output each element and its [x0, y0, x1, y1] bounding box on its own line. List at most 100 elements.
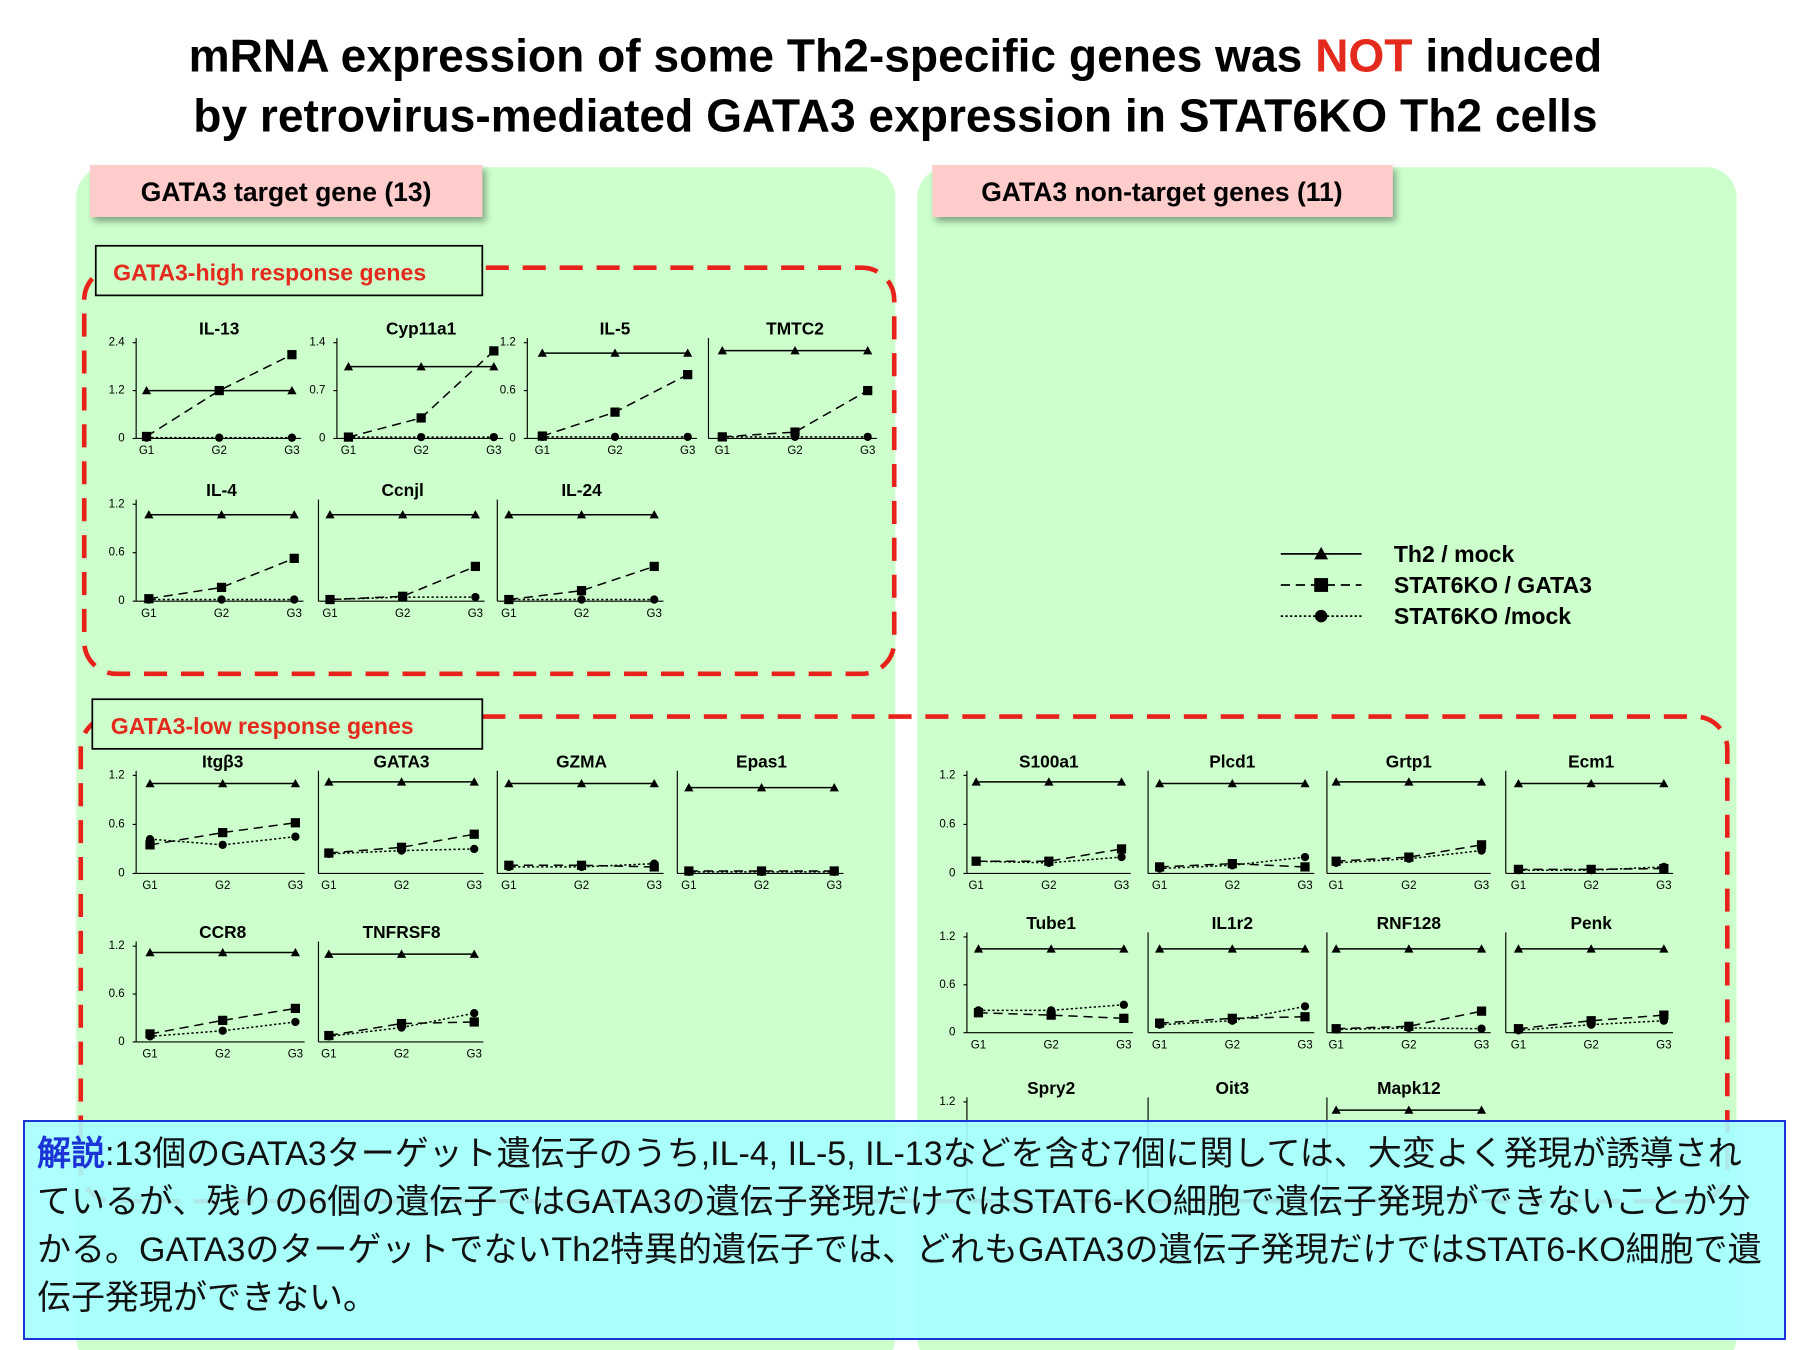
- x-tick-label: G1: [321, 880, 336, 892]
- series-line: [148, 557, 295, 600]
- marker-circle: [145, 1032, 155, 1041]
- x-tick-label: G1: [1152, 880, 1167, 892]
- legend-marker: [1314, 546, 1329, 560]
- y-tick-label: 0.6: [109, 988, 125, 1000]
- x-tick-label: G2: [574, 608, 589, 620]
- x-tick-label: G1: [501, 880, 516, 892]
- marker-circle: [471, 592, 480, 602]
- x-tick-label: G1: [1328, 1039, 1343, 1051]
- series-line: [508, 565, 655, 601]
- marker-circle: [1332, 1025, 1341, 1034]
- marker-circle: [863, 432, 872, 442]
- marker-circle: [972, 857, 981, 866]
- marker-triangle: [1227, 778, 1237, 788]
- marker-triangle: [684, 783, 694, 792]
- x-tick-label: G3: [647, 608, 662, 620]
- marker-square: [1476, 840, 1487, 850]
- marker-square: [416, 413, 426, 423]
- marker-circle: [650, 595, 659, 604]
- marker-circle: [215, 433, 224, 442]
- series-line: [1518, 867, 1664, 871]
- marker-circle: [504, 862, 513, 872]
- marker-triangle: [216, 510, 227, 519]
- marker-triangle: [1300, 944, 1310, 953]
- marker-triangle: [1513, 778, 1524, 788]
- legend-marker: [1314, 578, 1329, 592]
- y-tick-label: 0.6: [109, 547, 125, 559]
- x-tick-label: G1: [141, 608, 156, 620]
- marker-circle: [577, 862, 586, 872]
- marker-circle: [470, 1009, 479, 1018]
- x-tick-label: G1: [681, 880, 696, 892]
- x-tick-label: G3: [1474, 880, 1489, 892]
- series-line: [1336, 1010, 1482, 1030]
- x-tick-label: G3: [860, 445, 875, 457]
- x-tick-label: G2: [1401, 880, 1416, 892]
- marker-circle: [344, 432, 353, 442]
- series-line: [328, 1021, 475, 1037]
- marker-circle: [470, 844, 479, 854]
- marker-triangle: [144, 510, 154, 519]
- marker-triangle: [649, 778, 659, 788]
- series-line: [508, 864, 655, 868]
- marker-circle: [1659, 1016, 1668, 1025]
- marker-circle: [324, 849, 333, 859]
- x-tick-label: G1: [715, 445, 730, 457]
- y-tick-label: 0: [949, 868, 955, 880]
- marker-circle: [974, 1006, 983, 1015]
- group-label: GATA3-high response genes: [113, 259, 426, 285]
- marker-circle: [1300, 1002, 1310, 1011]
- chart-title: IL-4: [206, 480, 237, 500]
- marker-triangle: [343, 362, 354, 371]
- x-tick-label: G1: [1152, 1039, 1167, 1051]
- marker-circle: [610, 432, 620, 442]
- marker-square: [1476, 1006, 1487, 1016]
- y-tick-label: 0.7: [309, 385, 325, 397]
- y-tick-label: 0: [319, 433, 325, 445]
- y-tick-label: 0.6: [500, 385, 516, 397]
- y-tick-label: 1.2: [109, 769, 125, 781]
- marker-circle: [290, 595, 299, 604]
- series-line: [329, 565, 476, 601]
- marker-triangle: [971, 777, 981, 786]
- x-tick-label: G3: [1656, 1039, 1671, 1051]
- y-tick-label: 1.2: [939, 769, 955, 781]
- x-tick-label: G2: [607, 445, 622, 457]
- y-tick-label: 0: [118, 595, 124, 607]
- marker-triangle: [1331, 944, 1341, 953]
- chart-title: Cyp11a1: [386, 319, 457, 339]
- series-line: [1518, 1019, 1664, 1032]
- group-label: GATA3-low response genes: [111, 713, 414, 739]
- y-tick-label: 0: [118, 868, 124, 880]
- title-highlight: NOT: [1315, 30, 1412, 82]
- marker-square: [469, 1017, 479, 1027]
- marker-triangle: [504, 510, 514, 519]
- x-tick-label: G3: [288, 880, 303, 892]
- marker-circle: [291, 832, 300, 841]
- marker-circle: [145, 834, 155, 844]
- marker-circle: [1044, 858, 1053, 867]
- marker-triangle: [1404, 944, 1414, 953]
- marker-triangle: [504, 778, 514, 788]
- marker-triangle: [1659, 944, 1669, 953]
- marker-triangle: [398, 510, 408, 519]
- series-line: [149, 1021, 296, 1038]
- marker-triangle: [145, 778, 155, 788]
- chart-title: IL-5: [600, 319, 631, 339]
- x-tick-label: G1: [139, 445, 154, 457]
- marker-circle: [718, 432, 727, 442]
- marker-square: [489, 346, 499, 356]
- group-label-box: [94, 244, 484, 297]
- series-line: [1518, 1014, 1664, 1030]
- x-tick-label: G1: [971, 1039, 986, 1051]
- x-tick-label: G3: [467, 1049, 482, 1061]
- marker-square: [683, 370, 693, 380]
- chart-title: CCR8: [199, 922, 246, 942]
- marker-triangle: [1659, 778, 1669, 788]
- x-tick-label: G1: [1328, 880, 1343, 892]
- y-tick-label: 1.2: [939, 931, 955, 943]
- x-tick-label: G2: [787, 445, 802, 457]
- marker-circle: [1228, 861, 1237, 870]
- marker-square: [1116, 844, 1127, 854]
